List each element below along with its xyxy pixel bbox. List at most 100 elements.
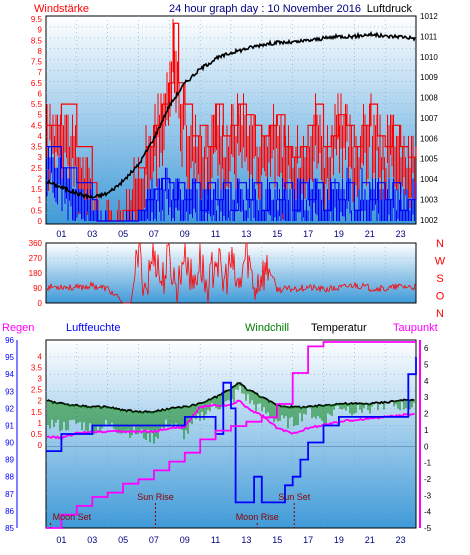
x-tick-label: 13 bbox=[241, 229, 251, 239]
x-tick-label: 23 bbox=[396, 535, 406, 545]
humidity-x-axis: 01 03 05 07 09 11 13 15 17 19 21 23 bbox=[56, 535, 405, 545]
y-tick-label: 7.5 bbox=[31, 58, 43, 67]
x-tick-label: 13 bbox=[241, 535, 251, 545]
y-tick-label: 270 bbox=[29, 254, 43, 263]
y-tick-label: 1.5 bbox=[31, 408, 43, 417]
x-tick-label: 01 bbox=[56, 535, 66, 545]
y-tick-label: 3.5 bbox=[31, 143, 43, 152]
y-tick-label: 1005 bbox=[420, 155, 438, 164]
y-tick-label: 0.5 bbox=[31, 206, 43, 215]
y-tick-label: 1011 bbox=[420, 32, 438, 41]
annotation-label: Moon Rise bbox=[236, 512, 279, 522]
y-tick-label: 92 bbox=[5, 404, 14, 413]
x-tick-label: 21 bbox=[365, 229, 375, 239]
x-tick-label: 05 bbox=[118, 229, 128, 239]
sun-moon-annotations: Moon Set Sun Rise Moon Rise Sun Set bbox=[50, 492, 311, 528]
wind-strength-label: Windstärke bbox=[34, 3, 89, 15]
annotation-label: Sun Rise bbox=[137, 492, 174, 502]
y-tick-label: 4 bbox=[424, 377, 429, 386]
wind-y-axis: 0 0.51 1.5 22.5 33.5 4 4.55 5.5 66.5 77.5 8 8.59 9.5 bbox=[31, 15, 43, 226]
y-tick-label: 180 bbox=[29, 269, 43, 278]
x-tick-label: 19 bbox=[334, 535, 344, 545]
y-tick-label: 85 bbox=[5, 524, 14, 533]
y-tick-label: 0 bbox=[424, 442, 429, 451]
rain-y-axis: 4 3.5 3 2.5 2 1.5 1 0.5 0 bbox=[31, 352, 43, 450]
y-tick-label: 0 bbox=[38, 441, 43, 450]
x-tick-label: 03 bbox=[87, 535, 97, 545]
y-tick-label: 88 bbox=[5, 473, 14, 482]
x-tick-label: 01 bbox=[56, 229, 66, 239]
wind-speed-outline bbox=[46, 146, 417, 222]
temperature-y-axis: 6 5 4 3 2 1 0 -1 -2 -3 -4 -5 bbox=[419, 340, 432, 533]
y-tick-label: 96 bbox=[5, 336, 14, 345]
y-tick-label: 360 bbox=[29, 239, 43, 248]
direction-series bbox=[46, 242, 416, 304]
y-tick-label: 8 bbox=[38, 47, 43, 56]
y-tick-label: -4 bbox=[424, 508, 432, 517]
y-tick-label: 86 bbox=[5, 507, 14, 516]
y-tick-label: 91 bbox=[5, 421, 14, 430]
x-tick-label: 19 bbox=[334, 229, 344, 239]
y-tick-label: 1 bbox=[424, 426, 429, 435]
chart-title: 24 hour graph day : 10 November 2016 bbox=[169, 3, 361, 15]
humidity-y-axis: 96 95 94 93 92 91 90 89 88 87 86 85 bbox=[5, 336, 18, 533]
y-tick-label: 1009 bbox=[420, 73, 438, 82]
compass-label: W bbox=[435, 256, 446, 268]
annotation-label: Moon Set bbox=[53, 512, 92, 522]
y-tick-label: 3 bbox=[38, 375, 43, 384]
y-tick-label: 2 bbox=[424, 410, 429, 419]
y-tick-label: 9.5 bbox=[31, 15, 43, 24]
y-tick-label: 1 bbox=[38, 419, 43, 428]
x-tick-label: 07 bbox=[149, 535, 159, 545]
y-tick-label: 6 bbox=[38, 89, 43, 98]
y-tick-label: 90 bbox=[33, 284, 42, 293]
annotation-label: Sun Set bbox=[278, 492, 311, 502]
y-tick-label: 6.5 bbox=[31, 79, 43, 88]
rain-series bbox=[46, 341, 416, 529]
y-tick-label: 1006 bbox=[420, 134, 438, 143]
y-tick-label: 5.5 bbox=[31, 100, 43, 109]
y-tick-label: 4 bbox=[38, 352, 43, 361]
y-tick-label: 4.5 bbox=[31, 121, 43, 130]
temperature-label: Temperatur bbox=[311, 322, 367, 334]
humidity-series bbox=[46, 341, 417, 529]
y-tick-label: 3 bbox=[424, 393, 429, 402]
y-tick-label: 3.5 bbox=[31, 364, 43, 373]
y-tick-label: 2 bbox=[38, 397, 43, 406]
compass-label: S bbox=[436, 273, 443, 285]
x-tick-label: 11 bbox=[211, 229, 220, 239]
wind-gust-outline bbox=[46, 22, 417, 222]
y-tick-label: 93 bbox=[5, 387, 14, 396]
y-tick-label: 94 bbox=[5, 370, 14, 379]
x-tick-label: 23 bbox=[396, 229, 406, 239]
x-tick-label: 21 bbox=[365, 535, 375, 545]
y-tick-label: -1 bbox=[424, 459, 432, 468]
y-tick-label: -3 bbox=[424, 491, 432, 500]
humidity-series bbox=[46, 357, 417, 504]
y-tick-label: 8.5 bbox=[31, 36, 43, 45]
wind-x-axis: 01 03 05 07 09 11 13 15 17 19 21 23 bbox=[56, 229, 405, 239]
y-tick-label: 1012 bbox=[420, 12, 438, 21]
y-tick-label: 5 bbox=[424, 361, 429, 370]
y-tick-label: -2 bbox=[424, 475, 432, 484]
dewpoint-label: Taupunkt bbox=[393, 322, 438, 334]
y-tick-label: 95 bbox=[5, 353, 14, 362]
compass-label: O bbox=[436, 291, 445, 303]
x-tick-label: 05 bbox=[118, 535, 128, 545]
y-tick-label: 89 bbox=[5, 456, 14, 465]
pressure-y-axis: 1012 1011 1010 1009 1008 1007 1006 1005 1004 1003… bbox=[420, 12, 438, 225]
y-tick-label: 0 bbox=[38, 299, 43, 308]
compass-label: N bbox=[436, 308, 444, 320]
y-tick-label: 1010 bbox=[420, 53, 438, 62]
pressure-series bbox=[46, 30, 416, 200]
y-tick-label: 5 bbox=[38, 111, 43, 120]
x-tick-label: 09 bbox=[180, 535, 190, 545]
humidity-temperature-chart: Regen Luftfeuchte Windchill Temperatur T… bbox=[2, 322, 438, 545]
x-tick-label: 11 bbox=[211, 535, 220, 545]
x-tick-label: 15 bbox=[272, 229, 282, 239]
x-tick-label: 03 bbox=[87, 229, 97, 239]
pressure-label: Luftdruck bbox=[367, 3, 413, 15]
y-tick-label: 2.5 bbox=[31, 386, 43, 395]
